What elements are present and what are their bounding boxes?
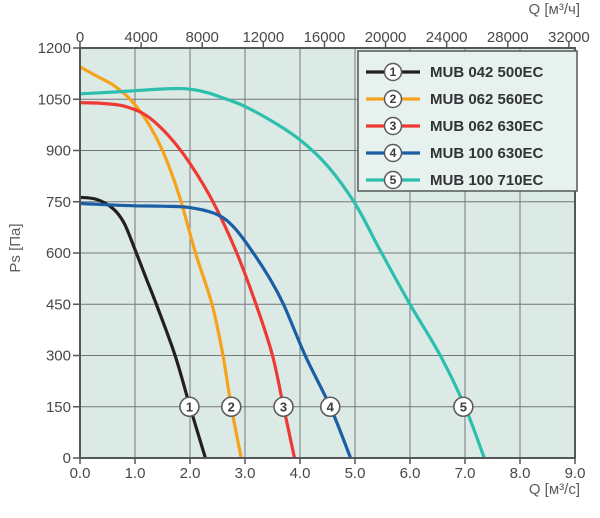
curve-marker-4: 4 — [319, 396, 341, 418]
curve-marker-3: 3 — [273, 396, 294, 418]
legend-marker-circle — [383, 170, 403, 190]
curve-mub-100-710ec — [79, 86, 486, 459]
top-tick-label: 32000 — [548, 29, 590, 46]
legend-row-3: 3 MUB 062 630EC — [366, 116, 544, 136]
marker-number: 2 — [228, 399, 235, 414]
curve-mub-100-630ec — [79, 201, 353, 459]
bottom-tick-label: 2.0 — [180, 465, 201, 482]
legend-marker-number: 2 — [390, 92, 397, 106]
marker-circle — [179, 396, 200, 418]
bottom-x-axis-title: Q [м³/с] — [528, 481, 580, 498]
y-tick-label: 600 — [46, 245, 71, 262]
curve-mub-062-560ec — [79, 65, 243, 459]
bottom-tick-label: 4.0 — [290, 465, 311, 482]
y-tick-label: 150 — [46, 399, 71, 416]
legend-marker-number: 3 — [390, 119, 397, 133]
top-tick-label: 0 — [76, 29, 84, 46]
curve-marker-2: 2 — [220, 396, 242, 418]
top-tick-label: 16000 — [304, 29, 346, 46]
legend-row-1: 1 MUB 042 500EC — [366, 62, 544, 82]
curve-marker-5: 5 — [453, 396, 474, 418]
top-tick-label: 12000 — [242, 29, 284, 46]
axis-ticks — [73, 42, 576, 464]
marker-number: 3 — [280, 399, 287, 414]
bottom-tick-label: 5.0 — [345, 465, 366, 482]
bottom-tick-label: 1.0 — [125, 465, 146, 482]
legend-marker-circle — [383, 89, 403, 109]
marker-circle — [220, 396, 242, 418]
bottom-tick-label: 9.0 — [565, 465, 586, 482]
top-tick-label: 28000 — [487, 29, 529, 46]
bottom-tick-label: 6.0 — [400, 465, 421, 482]
top-tick-label: 24000 — [426, 29, 468, 46]
legend-row-5: 5 MUB 100 710EC — [366, 170, 544, 190]
top-tick-label: 4000 — [124, 29, 157, 46]
legend-label: MUB 062 560EC — [430, 91, 544, 108]
y-axis-title: Ps [Па] — [7, 223, 24, 273]
legend-marker-circle — [383, 143, 403, 163]
legend-row-4: 4 MUB 100 630EC — [366, 143, 544, 163]
bottom-tick-label: 8.0 — [510, 465, 531, 482]
legend-marker-number: 4 — [390, 146, 397, 160]
legend-marker-circle — [383, 62, 403, 82]
legend-label: MUB 042 500EC — [430, 64, 544, 81]
top-tick-label: 8000 — [186, 29, 219, 46]
legend-label: MUB 062 630EC — [430, 118, 544, 135]
curve-marker-1: 1 — [179, 396, 200, 418]
legend-label: MUB 100 710EC — [430, 172, 544, 189]
marker-number: 4 — [327, 399, 335, 414]
marker-number: 1 — [186, 399, 193, 414]
bottom-tick-label: 7.0 — [455, 465, 476, 482]
curve-mub-062-630ec — [79, 101, 297, 459]
marker-circle — [273, 396, 294, 418]
marker-circle — [319, 396, 341, 418]
y-tick-label: 1050 — [38, 91, 71, 108]
legend-row-2: 2 MUB 062 560EC — [366, 89, 544, 109]
legend-marker-number: 5 — [390, 173, 397, 187]
y-tick-label: 1200 — [38, 40, 71, 57]
curve-markers: 1 2 3 4 5 — [179, 396, 474, 418]
y-tick-label: 0 — [63, 450, 71, 467]
marker-circle — [453, 396, 474, 418]
y-tick-label: 750 — [46, 194, 71, 211]
legend: 1 MUB 042 500EC 2 MUB 062 560EC 3 MUB 062 630… — [357, 50, 578, 192]
bottom-tick-label: 0.0 — [70, 465, 91, 482]
y-tick-label: 300 — [46, 348, 71, 365]
curves — [79, 65, 486, 459]
axis-tick-labels: 0 4000 8000 12000 16000 20000 24000 28000 320000… — [38, 29, 590, 482]
legend-label: MUB 100 630EC — [430, 145, 544, 162]
top-tick-label: 20000 — [365, 29, 407, 46]
legend-marker-number: 1 — [390, 65, 397, 79]
top-x-axis-title: Q [м³/ч] — [528, 1, 580, 18]
bottom-tick-label: 3.0 — [235, 465, 256, 482]
y-tick-label: 450 — [46, 296, 71, 313]
legend-marker-circle — [383, 116, 403, 136]
y-tick-label: 900 — [46, 143, 71, 160]
marker-number: 5 — [460, 399, 467, 414]
